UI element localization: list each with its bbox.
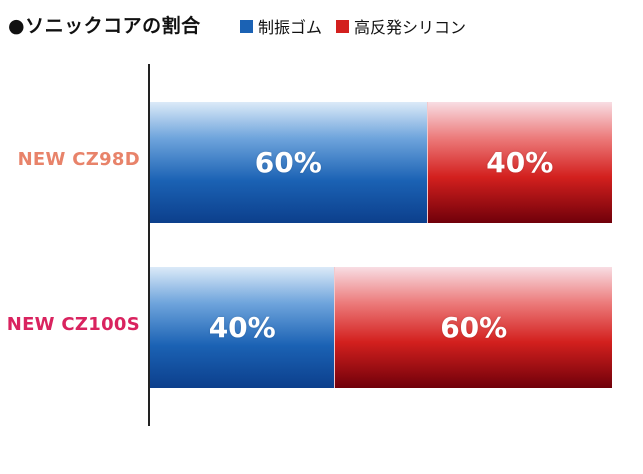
bar-segment-cz100s-high-rebound-silicone: 60% — [335, 267, 612, 388]
legend-item-damping-rubber: 制振ゴム — [240, 14, 322, 38]
legend-item-high-rebound-silicone: 高反発シリコン — [336, 14, 466, 38]
legend-swatch-red — [336, 19, 350, 33]
category-label-cz100s: NEW CZ100S — [6, 314, 140, 335]
data-label-cz100s-damping-rubber: 40% — [208, 311, 276, 344]
y-axis-line — [148, 64, 150, 426]
category-label-cz98d: NEW CZ98D — [17, 149, 140, 170]
legend-label-high-rebound-silicone: 高反発シリコン — [354, 18, 467, 37]
bar-row-cz98d: 60% 40% — [150, 102, 612, 223]
bar-segment-cz98d-damping-rubber: 60% — [150, 102, 427, 223]
bar-segment-cz100s-damping-rubber: 40% — [150, 267, 335, 388]
legend-swatch-blue — [240, 19, 253, 33]
data-label-cz100s-high-rebound-silicone: 60% — [440, 311, 508, 344]
data-label-cz98d-damping-rubber: 60% — [254, 146, 322, 179]
legend-label-damping-rubber: 制振ゴム — [258, 18, 323, 37]
chart-legend: 制振ゴム 高反発シリコン — [240, 14, 466, 38]
bar-row-cz100s: 40% 60% — [150, 267, 612, 388]
chart-title: ●ソニックコアの割合 — [8, 15, 201, 37]
bar-segment-cz98d-high-rebound-silicone: 40% — [427, 102, 612, 223]
segment-divider-cz100s — [334, 267, 336, 388]
data-label-cz98d-high-rebound-silicone: 40% — [486, 146, 554, 179]
segment-divider-cz98d — [426, 102, 428, 223]
